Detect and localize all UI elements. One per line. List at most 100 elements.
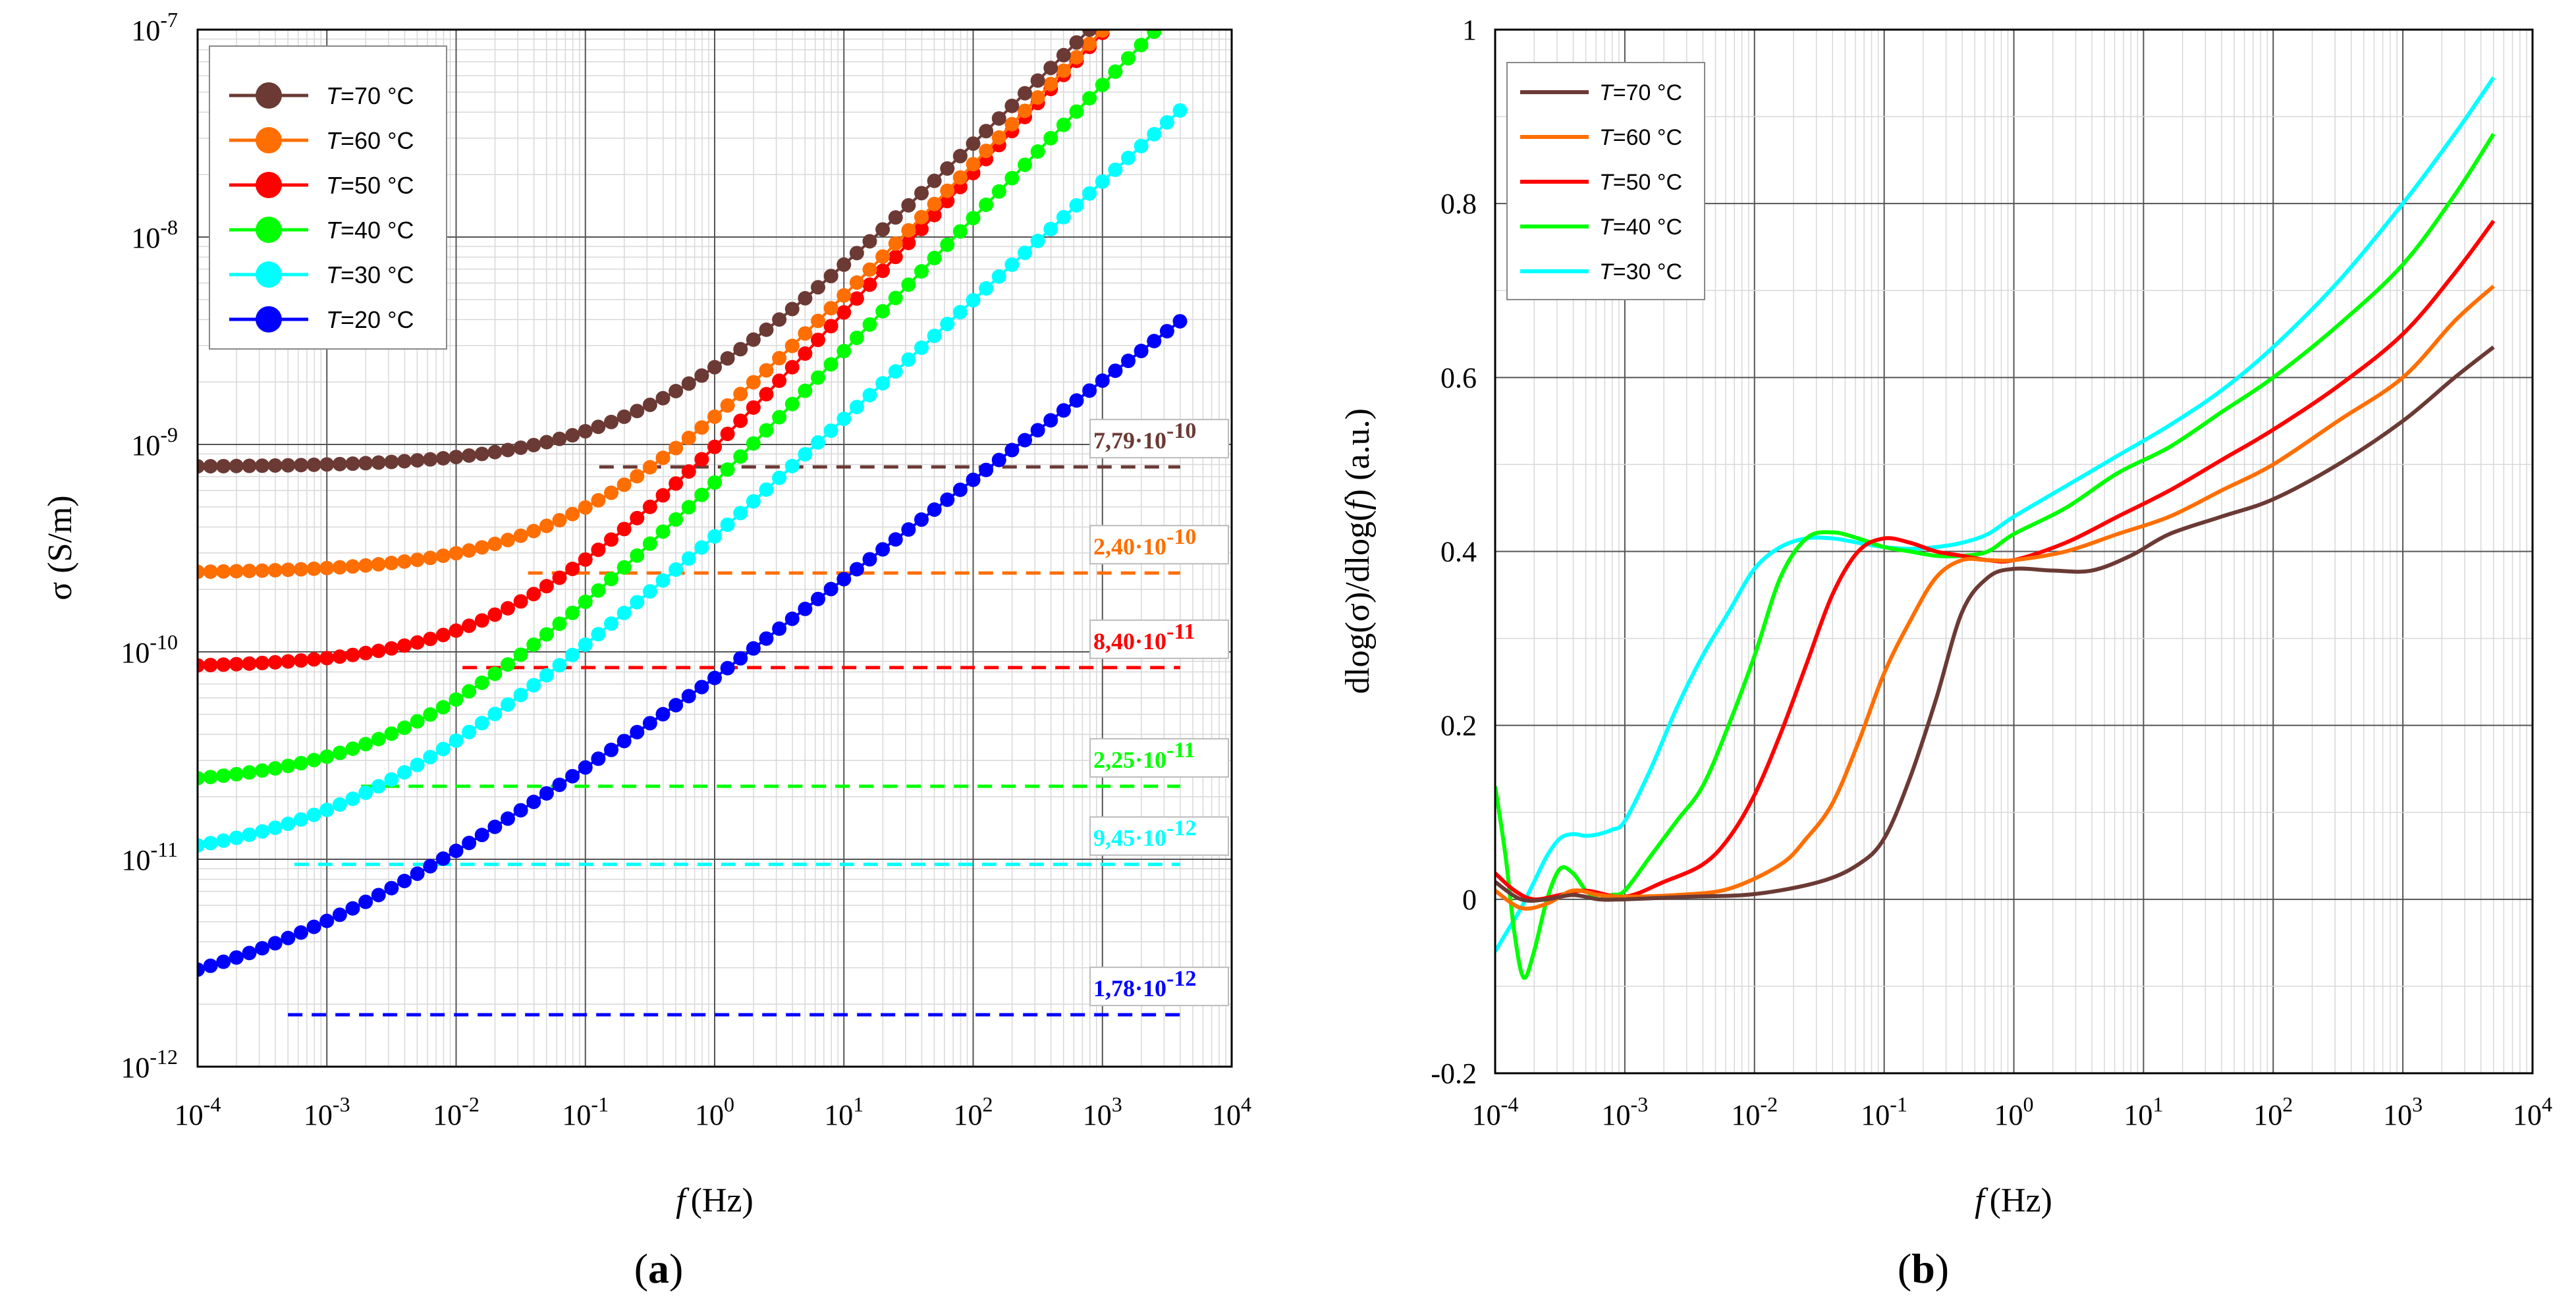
data-point-20 — [811, 591, 825, 606]
data-point-60 — [281, 562, 296, 577]
data-point-70 — [707, 360, 722, 375]
data-point-60 — [823, 301, 838, 316]
data-point-20 — [966, 472, 981, 487]
series-line-40 — [1495, 132, 2496, 980]
data-point-40 — [552, 616, 567, 631]
data-point-30 — [914, 340, 929, 356]
legend-item-50: T=50 °C — [1520, 170, 1682, 195]
data-point-70 — [242, 458, 257, 473]
data-point-30 — [281, 816, 296, 832]
data-point-70 — [694, 368, 709, 383]
data-point-20 — [784, 611, 800, 626]
data-point-40 — [979, 198, 994, 213]
tick-base: 10 — [2124, 1099, 2152, 1131]
data-point-40 — [423, 707, 438, 722]
data-point-60 — [1095, 30, 1110, 38]
data-point-30 — [940, 317, 955, 332]
data-point-60 — [319, 560, 335, 575]
annotation-mantissa: 2,25·10 — [1093, 747, 1166, 773]
legend-label: T=30 °C — [326, 261, 414, 288]
data-point-40 — [720, 462, 735, 477]
legend-label-value: =50 °C — [341, 172, 414, 199]
legend-swatch-marker — [256, 127, 282, 153]
legend-item-20: T=20 °C — [229, 306, 414, 333]
tick-base: 10 — [1861, 1099, 1890, 1131]
data-point-70 — [539, 435, 554, 450]
series-70 — [198, 30, 1097, 474]
data-point-70 — [487, 444, 503, 460]
data-point-40 — [1082, 91, 1097, 106]
data-point-50 — [888, 250, 903, 265]
data-point-20 — [669, 697, 684, 712]
data-point-70 — [1056, 47, 1071, 63]
data-point-40 — [784, 396, 800, 412]
data-point-30 — [526, 678, 541, 693]
data-point-60 — [630, 469, 645, 484]
x-tick-label: 102 — [2253, 1092, 2293, 1131]
data-point-40 — [487, 666, 503, 681]
data-point-40 — [1134, 38, 1149, 53]
data-point-20 — [229, 950, 244, 965]
data-point-70 — [578, 423, 593, 439]
data-point-30 — [875, 376, 891, 391]
data-point-50 — [281, 654, 296, 669]
annotation-exponent: -10 — [1166, 525, 1196, 549]
annotation-text: 2,40·10-10 — [1093, 525, 1196, 560]
x-tick-label: 101 — [824, 1092, 863, 1131]
data-point-30 — [423, 749, 438, 764]
data-point-70 — [384, 454, 399, 469]
data-point-20 — [397, 873, 412, 888]
data-point-40 — [198, 770, 205, 786]
data-point-20 — [836, 572, 852, 587]
tick-exponent: 3 — [1112, 1092, 1122, 1116]
legend-label: T=70 °C — [326, 82, 414, 109]
chart-a-series — [198, 0, 1188, 977]
data-point-30 — [358, 785, 373, 800]
tick-exponent: -3 — [1631, 1092, 1649, 1116]
data-point-70 — [1082, 30, 1097, 38]
tick-exponent: 1 — [2152, 1092, 2163, 1116]
tick-exponent: -1 — [1890, 1092, 1907, 1116]
data-point-40 — [862, 317, 877, 332]
data-point-30 — [1082, 186, 1097, 201]
data-point-50 — [410, 635, 425, 650]
y-tick-label: 10-10 — [121, 630, 178, 669]
data-point-50 — [487, 607, 503, 622]
data-point-70 — [397, 454, 412, 469]
data-point-70 — [591, 419, 606, 435]
data-point-60 — [384, 556, 399, 571]
data-point-50 — [513, 594, 528, 609]
data-point-60 — [1121, 0, 1136, 11]
data-point-40 — [513, 647, 528, 662]
x-tick-label: 10-2 — [433, 1092, 480, 1131]
data-point-20 — [216, 954, 231, 969]
data-point-60 — [449, 546, 464, 561]
series-60 — [198, 0, 1136, 579]
data-point-50 — [462, 618, 477, 633]
annotation-70: 7,79·10-10 — [1089, 419, 1229, 459]
data-point-30 — [720, 517, 735, 532]
data-point-60 — [565, 506, 580, 521]
data-point-20 — [345, 901, 360, 916]
legend-label-var: T — [326, 127, 343, 154]
tick-base: 10 — [131, 14, 160, 47]
data-point-30 — [784, 458, 800, 473]
tick-exponent: 4 — [2542, 1092, 2552, 1116]
data-point-20 — [255, 941, 270, 956]
data-point-50 — [242, 656, 257, 671]
data-point-30 — [462, 724, 477, 739]
data-point-70 — [772, 312, 787, 327]
data-point-20 — [539, 786, 554, 801]
data-point-30 — [410, 757, 425, 772]
data-point-40 — [759, 423, 774, 438]
data-point-40 — [319, 749, 335, 764]
data-point-20 — [888, 532, 903, 547]
data-point-30 — [746, 494, 761, 509]
data-point-60 — [1004, 117, 1020, 132]
data-point-70 — [966, 136, 981, 151]
annotation-exponent: -11 — [1166, 738, 1195, 762]
data-point-30 — [849, 400, 864, 415]
data-point-50 — [294, 653, 308, 668]
tick-exponent: -1 — [591, 1092, 609, 1116]
